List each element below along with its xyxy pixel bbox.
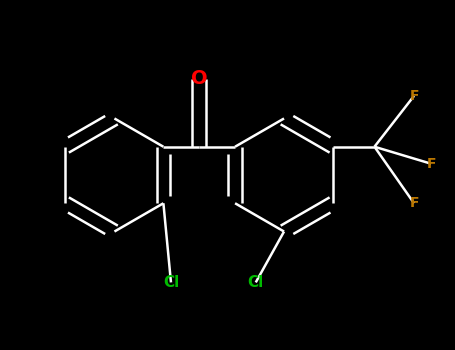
Text: Cl: Cl: [248, 275, 264, 290]
Text: F: F: [410, 89, 419, 103]
Text: O: O: [191, 69, 207, 89]
Text: Cl: Cl: [163, 275, 179, 290]
Text: F: F: [426, 157, 436, 171]
Text: F: F: [410, 196, 419, 210]
